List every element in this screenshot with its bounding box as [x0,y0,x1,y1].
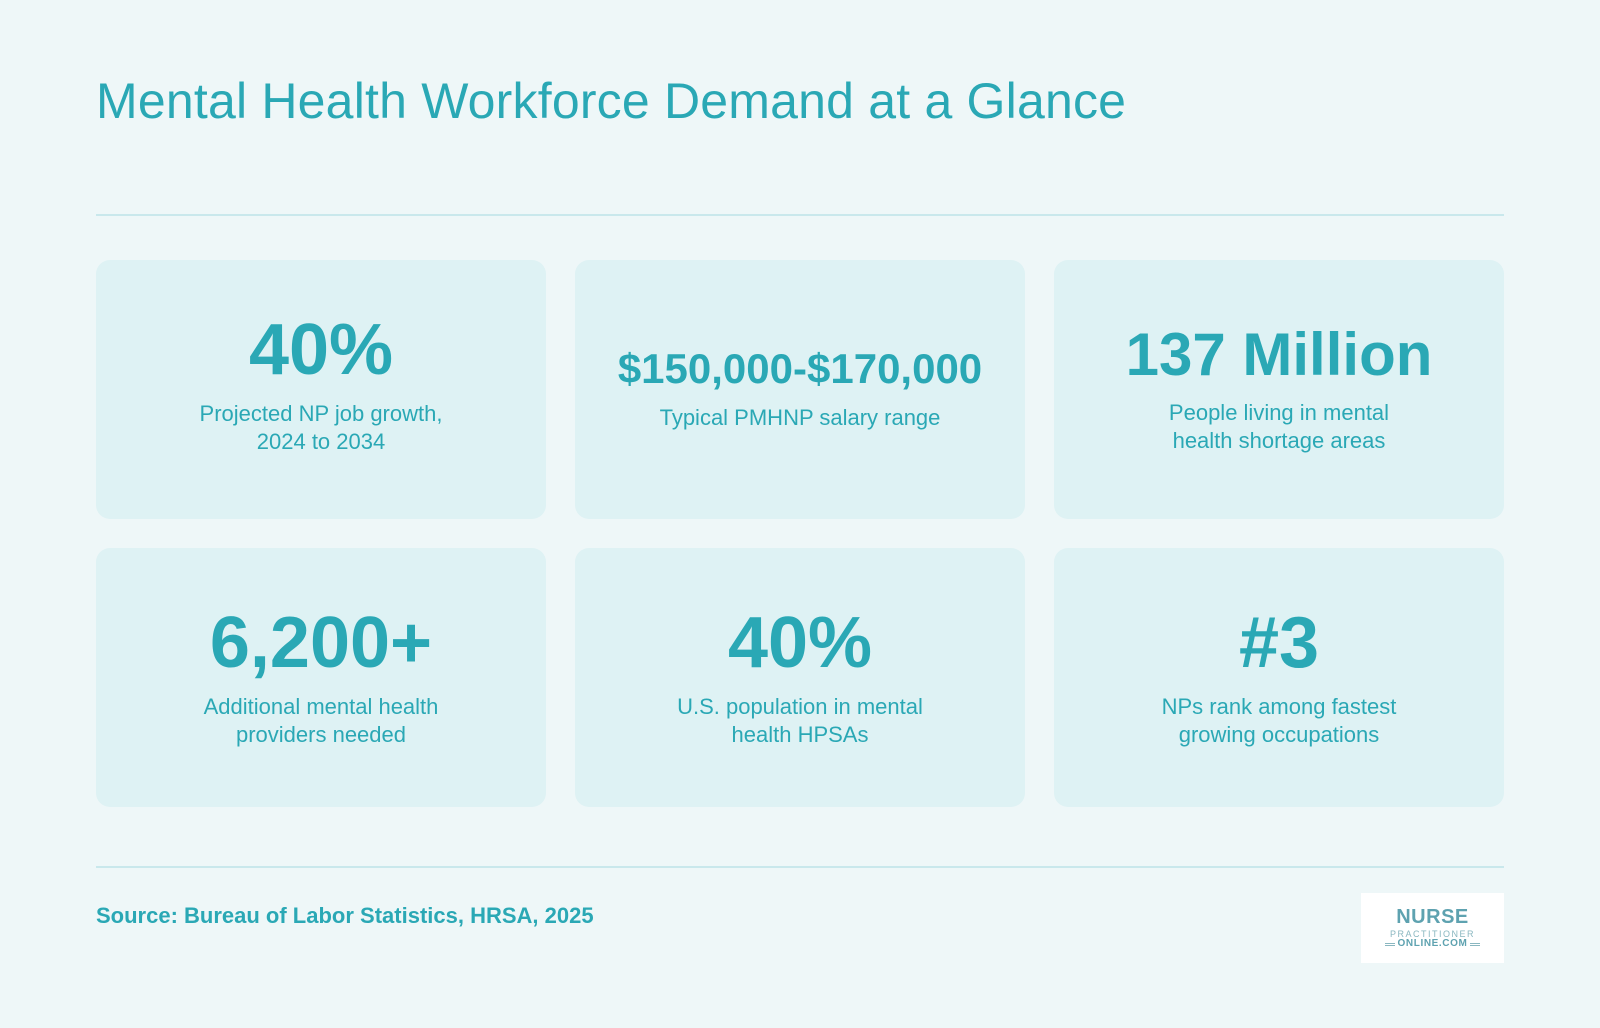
top-divider [96,214,1504,216]
stat-value: 137 Million [1125,320,1433,388]
logo-bar-right [1470,942,1481,946]
stat-card-np-job-growth: 40% Projected NP job growth, 2024 to 203… [96,260,546,519]
stat-card-providers-needed: 6,200+ Additional mental health provider… [96,548,546,807]
stat-label: Additional mental health providers neede… [203,693,439,747]
logo-domain-text: ONLINE.COM [1397,938,1468,950]
stat-value: 40% [727,602,873,683]
stat-card-salary-range: $150,000-$170,000 Typical PMHNP salary r… [575,260,1025,519]
stat-value: #3 [1238,602,1320,683]
bottom-divider [96,866,1504,868]
stat-label: NPs rank among fastest growing occupatio… [1161,693,1397,747]
stat-value: 40% [248,309,394,390]
source-citation: Source: Bureau of Labor Statistics, HRSA… [96,903,594,928]
logo-subtitle: PRACTITIONER [1389,928,1475,939]
brand-logo: NURSE PRACTITIONER ONLINE.COM [1361,893,1504,963]
stat-card-population-hpsas: 40% U.S. population in mental health HPS… [575,548,1025,807]
page-title: Mental Health Workforce Demand at a Glan… [96,73,1127,129]
stat-card-np-rank: #3 NPs rank among fastest growing occupa… [1054,548,1504,807]
stat-label: People living in mental health shortage … [1168,399,1390,453]
stat-value: $150,000-$170,000 [617,344,983,392]
logo-bar-left [1384,942,1395,946]
logo-domain: ONLINE.COM [1384,938,1481,950]
stat-card-shortage-areas: 137 Million People living in mental heal… [1054,260,1504,519]
stats-grid: 40% Projected NP job growth, 2024 to 203… [96,260,1504,807]
stat-label: Typical PMHNP salary range [659,404,941,430]
stat-label: U.S. population in mental health HPSAs [677,693,923,747]
logo-wordmark: NURSE [1396,905,1469,928]
stat-label: Projected NP job growth, 2024 to 2034 [199,400,443,454]
stat-value: 6,200+ [209,602,433,683]
